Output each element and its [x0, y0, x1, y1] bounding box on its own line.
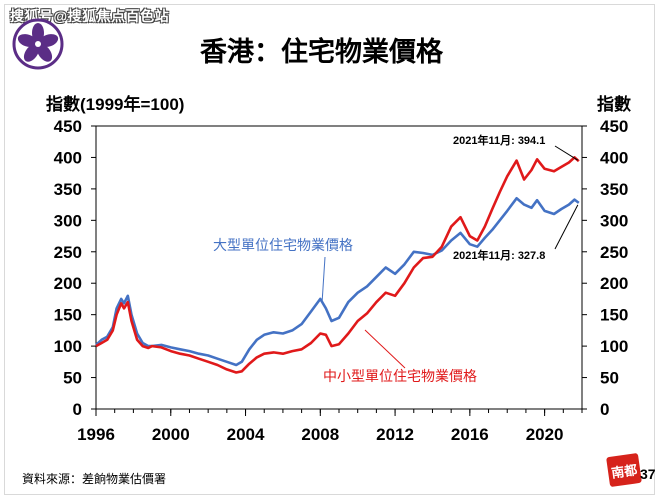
y-tick-label-left: 0 [73, 400, 82, 419]
y-tick-label-right: 50 [600, 369, 619, 388]
y-tick-label-right: 450 [600, 117, 628, 136]
x-tick-label: 2020 [526, 425, 564, 444]
y-tick-label-left: 200 [54, 274, 82, 293]
y-axis-unit-left: 指數(1999年=100) [46, 95, 185, 114]
x-tick-label: 1996 [77, 425, 115, 444]
page-number: 37 [640, 466, 656, 482]
annotation-large-units-latest: 2021年11月: 327.8 [453, 248, 545, 262]
series-label-small-units: 中小型單位住宅物業價格 [323, 368, 477, 384]
x-tick-label: 2008 [301, 425, 339, 444]
source-note: 資料來源：差餉物業估價署 [22, 472, 167, 486]
y-tick-label-right: 400 [600, 148, 628, 167]
page-title: 香港：住宅物業價格 [200, 37, 443, 68]
series-label-pointer-large [321, 256, 326, 301]
y-tick-label-right: 350 [600, 180, 628, 199]
y-tick-label-left: 300 [54, 211, 82, 230]
y-tick-label-left: 150 [54, 306, 82, 325]
annotation-small-units-latest: 2021年11月: 394.1 [453, 133, 545, 147]
plot-area [95, 125, 583, 410]
x-tick-label: 2000 [152, 425, 190, 444]
series-line-large-units [95, 197, 580, 367]
annotation-pointer-large [554, 204, 579, 250]
y-tick-label-left: 350 [54, 180, 82, 199]
series-line-small-units [95, 156, 580, 374]
x-tick-label: 2004 [227, 425, 265, 444]
y-tick-label-right: 200 [600, 274, 628, 293]
slide-frame [4, 4, 655, 495]
publisher-badge: 南都 [606, 452, 642, 488]
y-tick-label-left: 450 [54, 117, 82, 136]
y-tick-label-left: 50 [63, 369, 82, 388]
series-label-large-units: 大型單位住宅物業價格 [213, 237, 353, 253]
bauhinia-emblem-icon [12, 18, 64, 70]
series-label-pointer-small [364, 329, 406, 369]
watermark: 搜狐号@搜狐焦点百色站 [10, 8, 170, 24]
y-tick-label-right: 250 [600, 243, 628, 262]
y-tick-label-left: 400 [54, 148, 82, 167]
x-tick-label: 2012 [376, 425, 414, 444]
y-tick-label-left: 250 [54, 243, 82, 262]
x-tick-label: 2016 [451, 425, 489, 444]
y-tick-label-left: 100 [54, 337, 82, 356]
y-tick-label-right: 300 [600, 211, 628, 230]
y-tick-label-right: 0 [600, 400, 609, 419]
y-tick-label-right: 150 [600, 306, 628, 325]
y-axis-unit-right: 指數 [597, 95, 631, 114]
annotation-pointer-small [554, 145, 579, 161]
y-tick-label-right: 100 [600, 337, 628, 356]
